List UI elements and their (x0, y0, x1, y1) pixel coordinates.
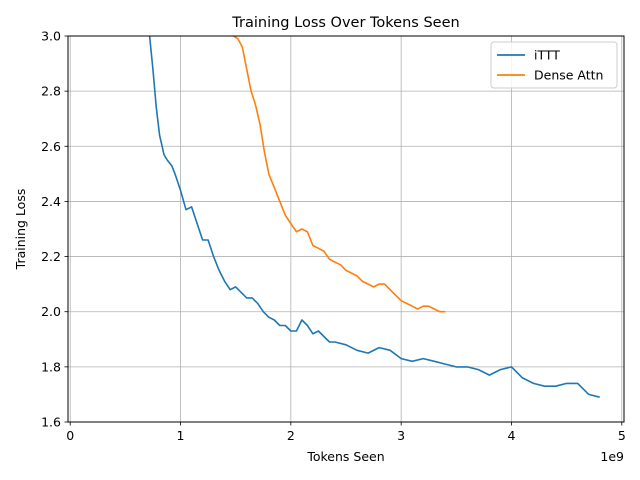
x-tick-label: 2 (287, 428, 295, 443)
plot-area-frame (67, 35, 625, 423)
y-tick-label: 2.4 (41, 194, 61, 209)
chart-title: Training Loss Over Tokens Seen (231, 15, 459, 31)
x-tick-label: 1 (177, 428, 185, 443)
x-axis-offset-label: 1e9 (600, 449, 624, 464)
y-tick-label: 2.2 (41, 249, 61, 264)
series-line-ittt (148, 36, 600, 398)
legend: iTTT Dense Attn (490, 41, 618, 89)
legend-box (490, 41, 618, 89)
series-line-dense-attn (233, 36, 446, 313)
y-axis-title: Training Loss (13, 189, 28, 271)
x-tick-label: 3 (397, 428, 405, 443)
y-tick-label: 1.8 (41, 359, 61, 374)
y-tick-label: 1.6 (41, 415, 61, 430)
y-tick-label: 2.0 (41, 304, 61, 319)
y-tick-label: 2.6 (41, 139, 61, 154)
axis-ticks: 0 1 2 3 4 5 1.6 1.8 2.0 2.2 2.4 2.6 2.8 3.0 (41, 29, 626, 444)
x-tick-label: 5 (618, 428, 626, 443)
y-tick-label: 2.8 (41, 84, 61, 99)
series-lines (148, 36, 600, 398)
legend-label: Dense Attn (534, 68, 603, 83)
legend-label: iTTT (534, 48, 560, 63)
x-tick-label: 4 (507, 428, 515, 443)
y-tick-label: 3.0 (41, 29, 61, 44)
x-tick-label: 0 (66, 428, 74, 443)
x-axis-title: Tokens Seen (306, 449, 384, 464)
